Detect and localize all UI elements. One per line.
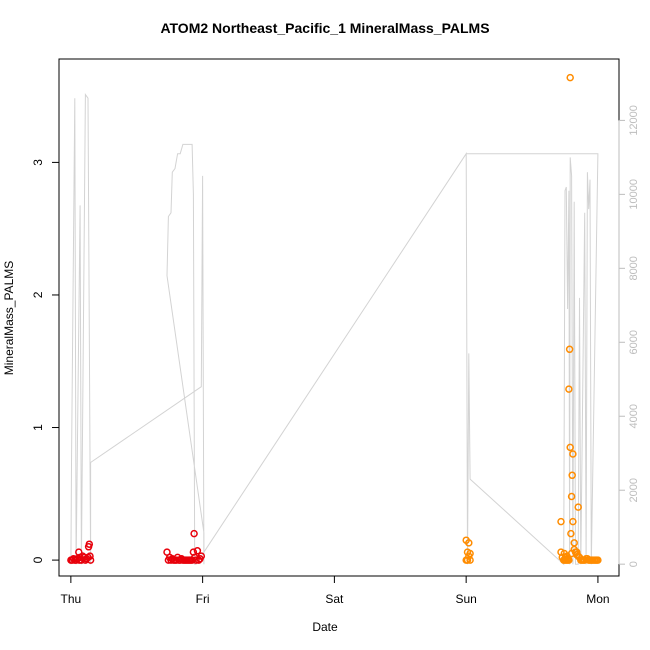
data-point-series-2 bbox=[557, 517, 565, 526]
data-point-series-2 bbox=[566, 443, 574, 452]
data-point-series-2 bbox=[564, 555, 573, 563]
y2-tick-label: 6000 bbox=[628, 330, 640, 354]
data-point-series-2 bbox=[594, 556, 602, 564]
plot-frame bbox=[58, 58, 620, 577]
x-tick-label: Sat bbox=[325, 592, 344, 606]
data-point-series-2 bbox=[574, 503, 582, 511]
y2-tick-label: 12000 bbox=[628, 105, 640, 136]
data-point-series-1 bbox=[193, 547, 202, 555]
data-point-series-2 bbox=[566, 73, 574, 82]
data-point-series-2 bbox=[465, 539, 473, 547]
data-point-series-2 bbox=[463, 556, 472, 564]
data-point-series-1 bbox=[197, 552, 206, 560]
x-tick-label: Sun bbox=[455, 592, 476, 606]
y2-tick-label: 2000 bbox=[628, 478, 640, 502]
y2-tick-label: 8000 bbox=[628, 256, 640, 280]
data-point-series-2 bbox=[569, 450, 577, 458]
data-point-series-2 bbox=[567, 529, 575, 538]
y-tick-label: 3 bbox=[31, 159, 45, 166]
data-point-series-2 bbox=[466, 556, 474, 564]
data-point-series-2 bbox=[569, 517, 577, 526]
data-point-series-1 bbox=[86, 552, 94, 560]
data-point-series-2 bbox=[567, 492, 576, 501]
data-point-series-1 bbox=[192, 556, 200, 564]
x-tick-label: Thu bbox=[61, 592, 82, 606]
data-point-series-2 bbox=[568, 471, 576, 480]
x-tick-label: Fri bbox=[196, 592, 210, 606]
data-point-series-1 bbox=[190, 529, 198, 538]
chart-title: ATOM2 Northeast_Pacific_1 MineralMass_PA… bbox=[160, 20, 490, 36]
y-tick-label: 1 bbox=[31, 424, 45, 431]
axes: Thu Fri Sat Sun Mon 0 1 2 3 0 2000 4000 6000 8000 1000… bbox=[31, 105, 640, 606]
x-axis-label: Date bbox=[312, 620, 338, 634]
y-tick-label: 0 bbox=[31, 556, 45, 563]
y2-tick-label: 4000 bbox=[628, 404, 640, 428]
points-layer bbox=[67, 73, 602, 564]
data-point-series-2 bbox=[570, 539, 578, 547]
data-point-series-2 bbox=[565, 385, 573, 393]
y2-tick-label: 10000 bbox=[628, 179, 640, 210]
data-point-series-2 bbox=[573, 551, 581, 559]
data-point-series-2 bbox=[565, 345, 574, 354]
x-tick-label: Mon bbox=[586, 592, 609, 606]
data-point-series-1 bbox=[86, 556, 95, 564]
secondary-series-line bbox=[70, 92, 599, 566]
data-point-series-1 bbox=[85, 540, 94, 548]
y-tick-label: 2 bbox=[31, 291, 45, 298]
secondary-line-layer bbox=[70, 92, 599, 566]
y2-tick-label: 0 bbox=[628, 561, 640, 567]
